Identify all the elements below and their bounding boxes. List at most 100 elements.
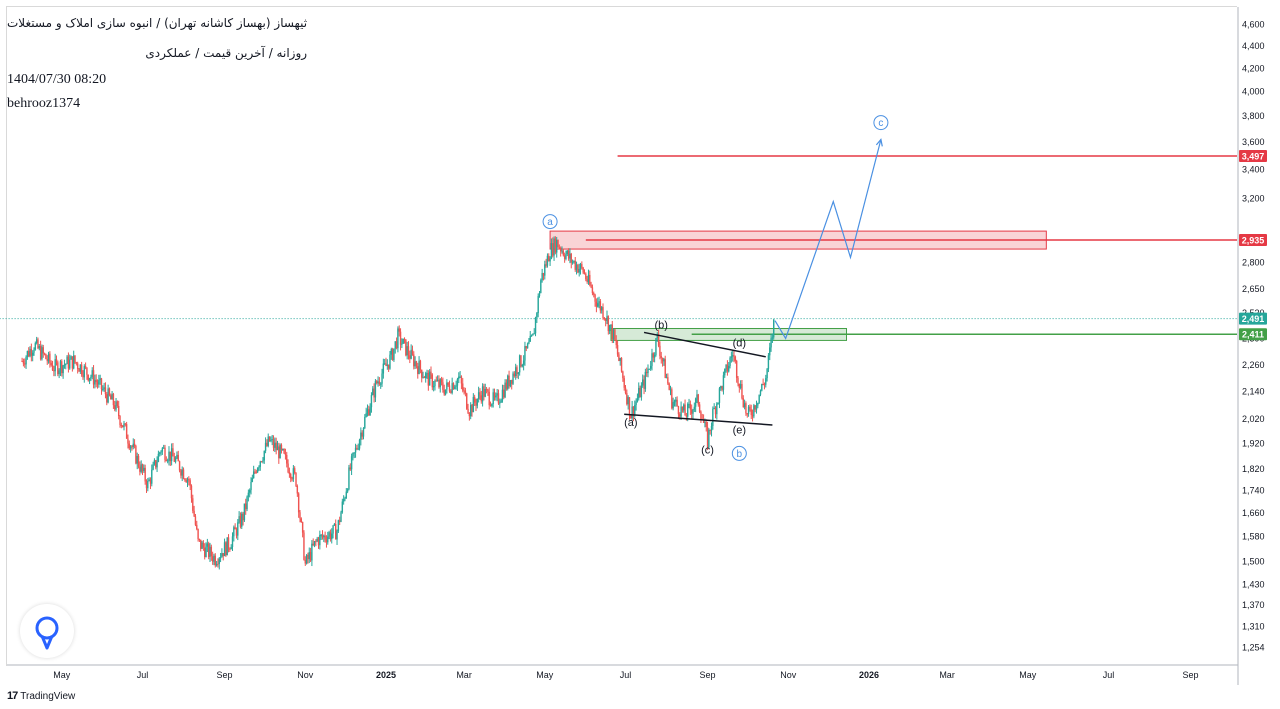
time-tick-label: Sep <box>217 670 233 680</box>
candle <box>360 427 362 446</box>
candle-body <box>710 426 713 431</box>
candle-body <box>743 403 746 408</box>
candle <box>80 361 83 377</box>
candle <box>761 383 763 392</box>
candle <box>435 376 437 382</box>
candle <box>152 461 154 471</box>
candle <box>754 404 756 413</box>
candle-body <box>466 393 468 409</box>
candle <box>255 469 258 474</box>
candle-body <box>462 383 464 391</box>
candle-body <box>634 405 636 416</box>
subwave-label: (e) <box>733 424 746 436</box>
candle-body <box>354 447 357 453</box>
candle <box>530 334 533 337</box>
candle-body <box>558 247 561 249</box>
candle <box>755 400 758 414</box>
candle <box>476 398 479 409</box>
author-avatar[interactable] <box>20 604 74 658</box>
candle-body <box>413 354 415 367</box>
candle <box>614 328 616 341</box>
candle <box>673 399 676 407</box>
candle-body <box>763 384 766 386</box>
candle-body <box>164 447 166 460</box>
candle-body <box>439 379 441 388</box>
candle-body <box>545 264 547 266</box>
candle-body <box>258 466 260 469</box>
candle-body <box>594 294 596 302</box>
candle-body <box>350 456 353 470</box>
candle <box>107 384 109 404</box>
candle <box>202 540 205 551</box>
candle-body <box>755 405 758 410</box>
candle <box>133 439 136 449</box>
candle <box>222 552 224 561</box>
candle <box>117 400 120 420</box>
candle-body <box>730 356 733 358</box>
candle-body <box>62 365 64 374</box>
candle-body <box>222 553 224 557</box>
candle <box>570 252 572 269</box>
footer-branding[interactable]: 17 TradingView <box>7 690 75 702</box>
candle <box>278 442 280 464</box>
candle-body <box>651 353 653 366</box>
candle-body <box>721 386 723 390</box>
candle-body <box>402 338 404 344</box>
time-tick-label: May <box>1019 670 1037 680</box>
candle-body <box>464 390 467 394</box>
candle-body <box>74 355 76 363</box>
candle-body <box>652 353 655 358</box>
candle-body <box>694 398 697 407</box>
candle <box>671 387 673 410</box>
candle <box>583 269 586 275</box>
candle <box>137 453 140 469</box>
candle <box>554 236 557 255</box>
candle-body <box>219 557 222 559</box>
candle-body <box>742 398 744 408</box>
candle <box>693 402 696 412</box>
candle-body <box>705 422 707 427</box>
candle-body <box>87 374 89 381</box>
candle <box>708 428 710 450</box>
candle-body <box>692 409 694 414</box>
candle <box>582 266 584 275</box>
candle <box>709 429 711 435</box>
candle-body <box>94 379 96 385</box>
candle <box>280 443 283 454</box>
candle-body <box>521 364 523 367</box>
candle-body <box>239 516 242 527</box>
candle <box>366 404 369 417</box>
candle-body <box>702 419 705 423</box>
candle <box>30 343 33 362</box>
candle-body <box>352 452 354 457</box>
candle <box>734 355 737 364</box>
candle-body <box>337 520 340 532</box>
candle <box>468 412 471 421</box>
candle <box>256 467 259 474</box>
candle <box>139 461 141 476</box>
candle <box>264 437 267 454</box>
candle-body <box>556 239 558 253</box>
candle <box>627 395 629 410</box>
candle <box>763 382 766 390</box>
candle <box>234 523 236 530</box>
wave-projection-path <box>774 139 882 340</box>
candle-body <box>423 377 426 379</box>
candle-body <box>447 382 449 386</box>
candle <box>197 528 199 542</box>
candle <box>747 405 750 417</box>
candle <box>741 379 743 400</box>
candle-body <box>728 365 730 372</box>
candle <box>231 532 234 552</box>
price-tick-label: 4,600 <box>1242 20 1265 30</box>
candle-body <box>304 559 306 564</box>
candle <box>42 344 44 358</box>
candle <box>606 310 608 325</box>
candle-body <box>259 461 261 467</box>
candle <box>655 337 657 357</box>
candle-body <box>169 451 172 462</box>
candle <box>418 356 420 375</box>
candle-body <box>296 485 299 494</box>
candle-body <box>342 499 345 502</box>
